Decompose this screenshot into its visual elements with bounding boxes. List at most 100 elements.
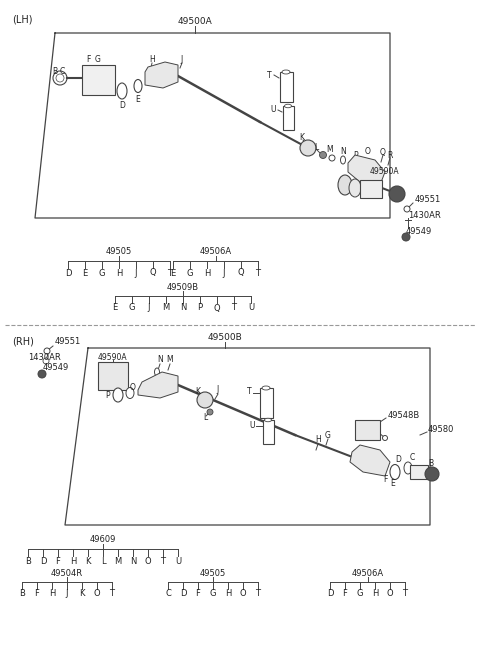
Ellipse shape [349, 179, 361, 197]
Ellipse shape [126, 388, 134, 398]
Text: U: U [248, 303, 254, 312]
Ellipse shape [264, 419, 272, 422]
Bar [82, 65, 115, 95]
Ellipse shape [404, 462, 412, 474]
Text: 49500B: 49500B [208, 333, 242, 343]
Text: J: J [181, 54, 183, 64]
Text: L: L [314, 143, 318, 153]
Text: J: J [223, 269, 225, 278]
Text: M: M [162, 303, 169, 312]
Text: K: K [300, 134, 304, 143]
Text: H: H [225, 590, 231, 599]
Text: Q: Q [214, 303, 220, 312]
Ellipse shape [134, 79, 142, 92]
Text: D: D [65, 269, 71, 278]
Text: Q: Q [150, 269, 156, 278]
Text: P: P [354, 151, 358, 160]
Text: B: B [52, 67, 58, 77]
Text: N: N [130, 557, 136, 565]
Circle shape [197, 392, 213, 408]
Text: 49509B: 49509B [167, 282, 199, 291]
Text: J: J [148, 303, 150, 312]
Circle shape [43, 358, 49, 364]
Text: T: T [403, 590, 408, 599]
Text: 49549: 49549 [406, 227, 432, 236]
Text: G: G [357, 590, 363, 599]
Circle shape [329, 155, 335, 161]
Text: F: F [343, 590, 348, 599]
Text: P: P [197, 303, 203, 312]
Ellipse shape [113, 388, 123, 402]
Text: F: F [383, 476, 387, 485]
Text: 49505: 49505 [200, 569, 226, 578]
Ellipse shape [282, 70, 290, 74]
Bar [355, 420, 380, 440]
Text: N: N [157, 356, 163, 364]
Text: H: H [149, 54, 155, 64]
Text: 49609: 49609 [90, 536, 116, 544]
Text: T: T [231, 303, 237, 312]
Text: O: O [144, 557, 151, 565]
Text: B: B [19, 590, 25, 599]
Text: D: D [119, 100, 125, 109]
Text: D: D [180, 590, 186, 599]
Ellipse shape [155, 368, 159, 376]
Text: F: F [195, 590, 201, 599]
Text: E: E [170, 269, 176, 278]
Text: J: J [66, 590, 68, 599]
Text: M: M [167, 356, 173, 364]
Polygon shape [145, 62, 178, 88]
Ellipse shape [262, 386, 270, 390]
Text: U: U [271, 105, 276, 115]
Text: (LH): (LH) [12, 14, 33, 24]
Text: G: G [129, 303, 135, 312]
Text: J: J [135, 269, 137, 278]
Text: F: F [86, 56, 90, 64]
Text: K: K [195, 388, 201, 396]
Text: O: O [94, 590, 100, 599]
Text: O: O [240, 590, 246, 599]
Circle shape [56, 74, 64, 82]
Text: G: G [95, 56, 101, 64]
Text: 49590A: 49590A [370, 168, 400, 176]
Ellipse shape [390, 464, 400, 479]
Circle shape [207, 409, 213, 415]
Text: Q: Q [238, 269, 244, 278]
Text: 49590A: 49590A [98, 354, 128, 362]
Text: J: J [217, 386, 219, 394]
Text: M: M [327, 145, 333, 155]
Circle shape [425, 467, 439, 481]
Text: T: T [109, 590, 115, 599]
Text: (RH): (RH) [12, 336, 34, 346]
Circle shape [300, 140, 316, 156]
Polygon shape [138, 372, 178, 398]
Text: 49500A: 49500A [178, 18, 212, 26]
Text: C: C [409, 453, 415, 462]
Text: M: M [114, 557, 121, 565]
Text: K: K [79, 590, 85, 599]
Text: E: E [83, 269, 88, 278]
Text: D: D [40, 557, 46, 565]
Text: 1430AR: 1430AR [408, 210, 441, 219]
Ellipse shape [340, 156, 346, 164]
Bar [260, 388, 273, 418]
Text: H: H [70, 557, 76, 565]
Text: H: H [49, 590, 55, 599]
Text: P: P [106, 390, 110, 400]
Circle shape [404, 206, 410, 212]
Text: H: H [116, 269, 122, 278]
Text: G: G [325, 430, 331, 440]
Circle shape [44, 348, 50, 354]
Text: N: N [180, 303, 186, 312]
Text: E: E [391, 479, 396, 487]
Text: T: T [255, 590, 261, 599]
Text: 49504R: 49504R [51, 569, 83, 578]
Text: B: B [428, 458, 433, 468]
Circle shape [320, 151, 326, 159]
Text: O: O [365, 147, 371, 157]
Circle shape [38, 370, 46, 378]
Text: T: T [267, 71, 272, 79]
Circle shape [402, 233, 410, 241]
Bar [360, 180, 382, 198]
Text: E: E [112, 303, 118, 312]
